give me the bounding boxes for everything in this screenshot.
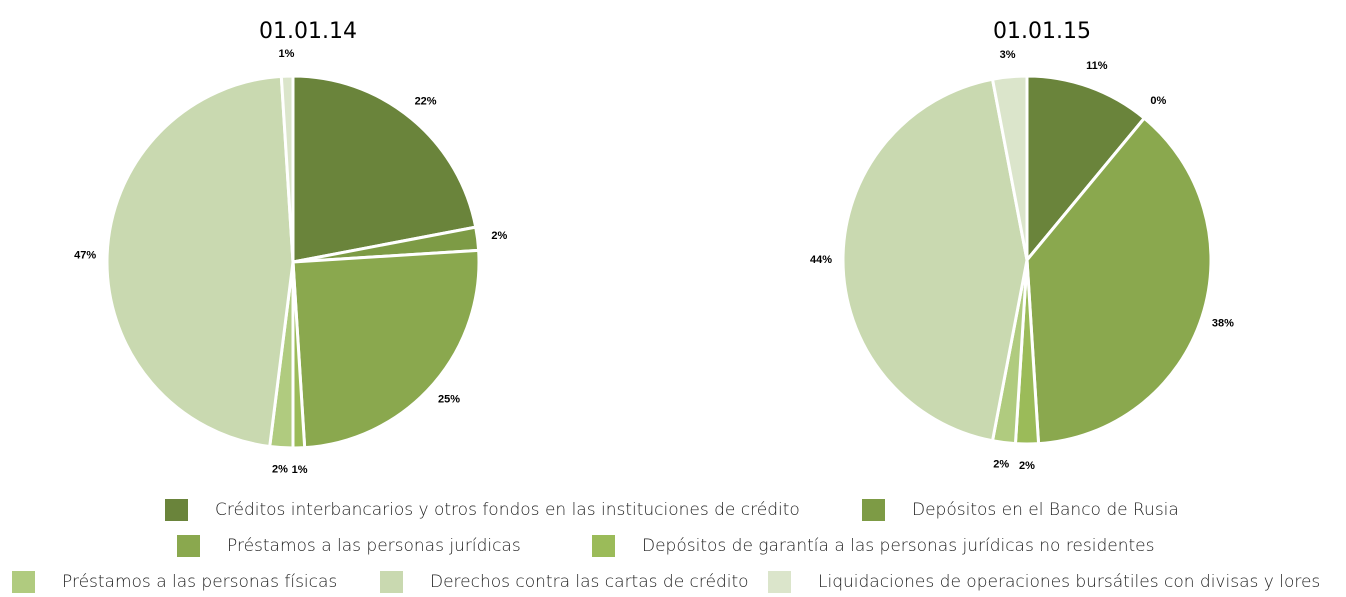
legend-label: Liquidaciones de operaciones bursátiles … [818, 572, 1320, 592]
data-label: 2% [1019, 460, 1035, 472]
legend-label: Préstamos a las personas jurídicas [227, 536, 521, 556]
data-label: 1% [292, 464, 308, 476]
legend-swatch [768, 571, 791, 593]
pie-slice [291, 74, 478, 264]
data-label: 3% [1000, 49, 1016, 61]
pie-slice [990, 74, 1029, 261]
legend-label: Derechos contra las cartas de crédito [430, 572, 749, 592]
legend-swatch [177, 535, 200, 557]
legend-swatch [380, 571, 403, 593]
data-label: 22% [415, 96, 437, 108]
legend-label: Depósitos en el Banco de Rusia [912, 500, 1179, 520]
chart-title: 01.01.14 [259, 19, 357, 44]
data-label: 2% [272, 463, 288, 475]
legend-label: Créditos interbancarios y otros fondos e… [215, 500, 800, 520]
pie-slice [1025, 74, 1147, 265]
legend-label: Préstamos a las personas físicas [62, 572, 337, 592]
data-label: 47% [74, 249, 96, 261]
data-label: 2% [491, 230, 507, 242]
legend-label: Depósitos de garantía a las personas jur… [642, 536, 1154, 556]
pie-slice [105, 74, 295, 449]
pie-slice [841, 77, 1029, 443]
data-label: 25% [438, 393, 460, 405]
legend-swatch [862, 499, 885, 521]
data-label: 38% [1212, 318, 1234, 330]
data-label: 44% [810, 254, 832, 266]
pie-slice [291, 248, 481, 450]
chart-title: 01.01.15 [993, 19, 1091, 44]
data-label: 11% [1086, 60, 1108, 72]
data-label: 0% [1150, 95, 1166, 107]
legend-swatch [12, 571, 35, 593]
pie-slice [1025, 116, 1213, 446]
legend-swatch [165, 499, 188, 521]
pie-slice [279, 74, 295, 263]
data-label: 1% [279, 48, 295, 60]
legend-swatch [592, 535, 615, 557]
data-label: 2% [993, 458, 1009, 470]
